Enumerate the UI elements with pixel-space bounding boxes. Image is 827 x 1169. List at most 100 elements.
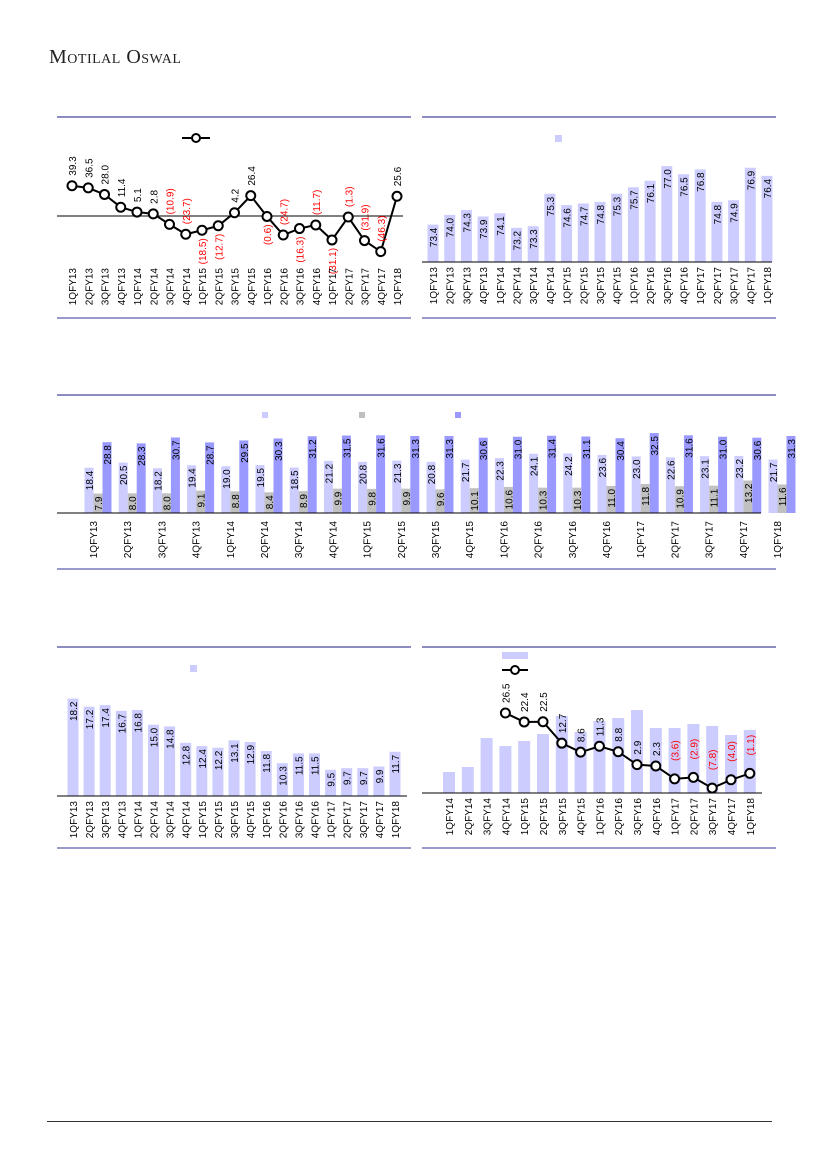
bar bbox=[255, 465, 265, 513]
x-tick-label: 1QFY13 bbox=[429, 267, 440, 305]
x-tick-label: 1QFY16 bbox=[262, 801, 273, 839]
chart-three-series-bars: 18.4 7.9 28.8 1QFY13 20.5 8.0 28.3 2QFY13 18.2 8.… bbox=[57, 394, 798, 571]
data-point bbox=[310, 219, 322, 231]
bar bbox=[631, 710, 643, 793]
x-tick-label: 3QFY16 bbox=[568, 521, 579, 559]
bar bbox=[341, 768, 353, 796]
bar bbox=[389, 751, 401, 796]
bar bbox=[323, 460, 333, 513]
bar bbox=[649, 433, 659, 513]
data-label: 23.0 bbox=[632, 459, 643, 479]
bar bbox=[244, 741, 256, 796]
data-label: 73.4 bbox=[429, 227, 440, 247]
bar bbox=[529, 453, 539, 513]
bar bbox=[593, 721, 606, 793]
bar bbox=[131, 710, 143, 796]
data-point bbox=[261, 210, 273, 222]
data-label: 74.0 bbox=[446, 217, 457, 237]
bar bbox=[761, 175, 773, 262]
bar bbox=[480, 738, 493, 793]
data-point bbox=[537, 716, 549, 728]
bar bbox=[426, 461, 436, 513]
data-label: 8.9 bbox=[299, 494, 310, 508]
data-point bbox=[115, 201, 127, 213]
bar bbox=[615, 438, 625, 513]
bar bbox=[711, 201, 723, 262]
x-tick-label: 1QFY14 bbox=[445, 798, 456, 836]
bar bbox=[555, 716, 568, 793]
bar bbox=[410, 436, 420, 513]
data-label: 20.8 bbox=[427, 464, 438, 484]
data-point bbox=[556, 737, 568, 749]
bar bbox=[93, 493, 103, 513]
bar bbox=[728, 200, 740, 262]
x-tick-label: 1QFY18 bbox=[391, 801, 402, 839]
data-label: 21.2 bbox=[324, 463, 335, 483]
data-label: 74.3 bbox=[462, 213, 473, 233]
bar bbox=[674, 486, 684, 513]
bar bbox=[644, 180, 656, 262]
bar bbox=[511, 227, 522, 262]
data-label: 30.4 bbox=[616, 441, 627, 461]
x-tick-label: 1QFY16 bbox=[629, 267, 640, 305]
data-label: 11.5 bbox=[294, 756, 305, 775]
data-label: 36.5 bbox=[84, 158, 95, 178]
bar bbox=[460, 210, 472, 262]
data-label: 39.3 bbox=[68, 156, 79, 176]
data-label: 9.6 bbox=[436, 492, 447, 506]
data-label: 18.5 bbox=[290, 470, 301, 490]
data-label: 18.2 bbox=[153, 471, 164, 491]
data-label: (11.7) bbox=[312, 190, 323, 215]
x-tick-label: 1QFY17 bbox=[327, 801, 338, 839]
x-tick-label: 1QFY14 bbox=[496, 267, 507, 305]
data-label: (2.9) bbox=[689, 739, 700, 760]
x-tick-label: 2QFY13 bbox=[85, 801, 96, 839]
bar bbox=[127, 493, 137, 513]
data-label: 17.4 bbox=[101, 708, 112, 728]
data-label: 11.1 bbox=[710, 488, 721, 507]
data-label: 74.7 bbox=[579, 206, 590, 226]
data-label: 2.9 bbox=[633, 740, 644, 754]
bar bbox=[734, 455, 744, 513]
data-label: 75.7 bbox=[629, 190, 640, 210]
bar bbox=[273, 438, 283, 513]
data-label: 11.4 bbox=[117, 178, 128, 197]
x-tick-label: 3QFY14 bbox=[483, 798, 494, 836]
data-label: (18.5) bbox=[198, 238, 209, 264]
data-label: (4.0) bbox=[727, 741, 738, 762]
bar bbox=[527, 226, 539, 262]
data-label: (23.7) bbox=[182, 198, 193, 224]
data-label: 9.1 bbox=[197, 493, 208, 507]
x-tick-label: 3QFY16 bbox=[633, 798, 644, 836]
data-label: 76.5 bbox=[680, 177, 691, 197]
x-tick-label: 2QFY17 bbox=[344, 268, 355, 306]
x-tick-label: 3QFY13 bbox=[101, 801, 112, 839]
data-label: 76.4 bbox=[763, 178, 774, 198]
x-tick-label: 2QFY13 bbox=[84, 268, 95, 306]
x-tick-label: 1QFY14 bbox=[133, 801, 144, 839]
bar bbox=[572, 487, 582, 513]
data-label: 74.8 bbox=[713, 204, 724, 224]
data-label: 14.8 bbox=[166, 729, 177, 749]
x-tick-label: 4QFY16 bbox=[312, 268, 323, 306]
x-tick-label: 4QFY15 bbox=[246, 801, 257, 839]
bar bbox=[239, 440, 249, 513]
data-point bbox=[650, 760, 662, 772]
data-label: 21.7 bbox=[769, 462, 780, 482]
bar bbox=[392, 460, 402, 513]
data-point bbox=[359, 235, 370, 247]
x-tick-label: 1QFY15 bbox=[520, 798, 531, 836]
data-label: 12.7 bbox=[558, 713, 569, 733]
data-point bbox=[245, 190, 257, 202]
x-tick-label: 1QFY13 bbox=[69, 801, 80, 839]
data-point bbox=[180, 228, 192, 240]
bar bbox=[164, 726, 176, 796]
x-tick-label: 4QFY16 bbox=[652, 798, 663, 836]
footer-rule bbox=[47, 1121, 772, 1122]
chart-ratio-bars: 73.4 74.0 74.3 73.9 74.1 73.2 73.3 75.3 74.6 74.7… bbox=[422, 116, 776, 320]
data-point bbox=[229, 207, 240, 219]
data-point bbox=[518, 716, 530, 728]
data-label: 24.1 bbox=[530, 456, 541, 476]
data-point bbox=[593, 740, 605, 752]
x-tick-label: 1QFY14 bbox=[226, 521, 237, 559]
